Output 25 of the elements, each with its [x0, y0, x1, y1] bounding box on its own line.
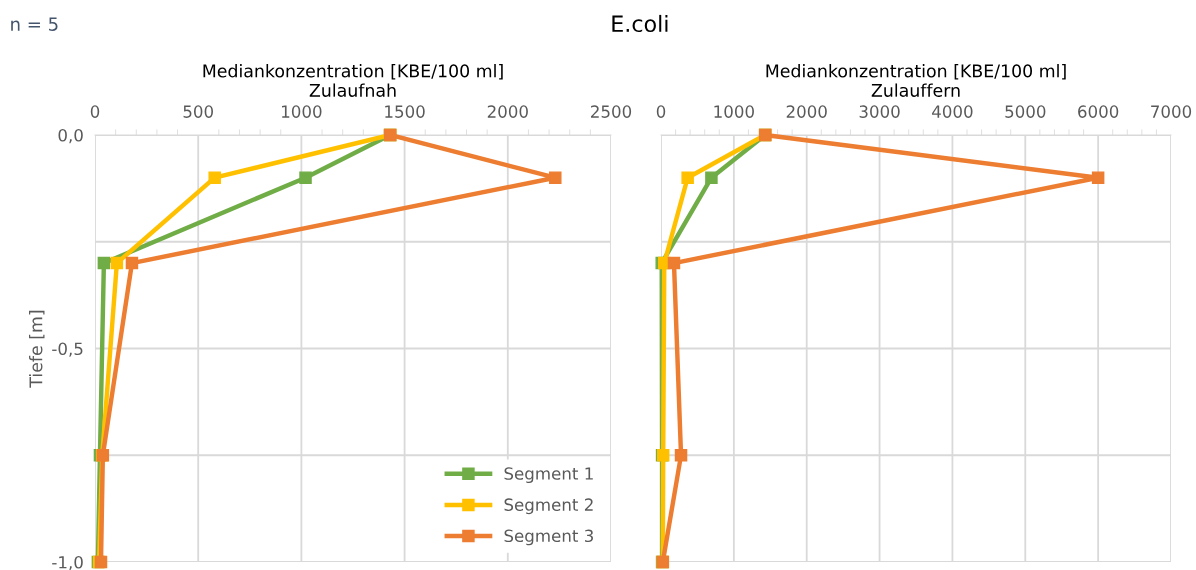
legend-label: Segment 3: [504, 529, 593, 546]
x-tick-label: 2500: [591, 105, 632, 118]
x-tick-label: 1500: [385, 105, 425, 118]
x-tick-label: 1000: [282, 105, 322, 118]
x-axis-title: Mediankonzentration [KBE/100 ml] Zulaufnah: [203, 64, 503, 97]
legend-label: Segment 1: [504, 467, 593, 484]
y-tick-label: -0,5: [52, 342, 83, 357]
y-tick-label: -1,0: [52, 555, 83, 570]
x-axis-title: Mediankonzentration [KBE/100 ml] Zulauffern: [766, 64, 1066, 97]
x-tick-label: 4000: [932, 105, 973, 118]
x-tick-label: 5000: [1005, 105, 1046, 118]
x-tick-label: 500: [183, 105, 213, 118]
x-tick-label: 3000: [859, 105, 900, 118]
x-tick-label: 2000: [487, 105, 528, 118]
x-tick-label: 6000: [1078, 105, 1119, 118]
y-tick-label: 0,0: [58, 128, 83, 144]
chart-title: E.coli: [612, 14, 668, 33]
x-tick-label: 1000: [714, 105, 754, 118]
y-axis-title: Tiefe [m]: [29, 310, 45, 388]
x-tick-label: 7000: [1151, 105, 1192, 118]
x-tick-label: 2000: [786, 105, 827, 118]
x-tick-label: 0: [90, 105, 100, 118]
text: n = 5: [11, 17, 58, 31]
legend-label: Segment 2: [504, 498, 593, 515]
x-tick-label: 0: [656, 105, 666, 118]
